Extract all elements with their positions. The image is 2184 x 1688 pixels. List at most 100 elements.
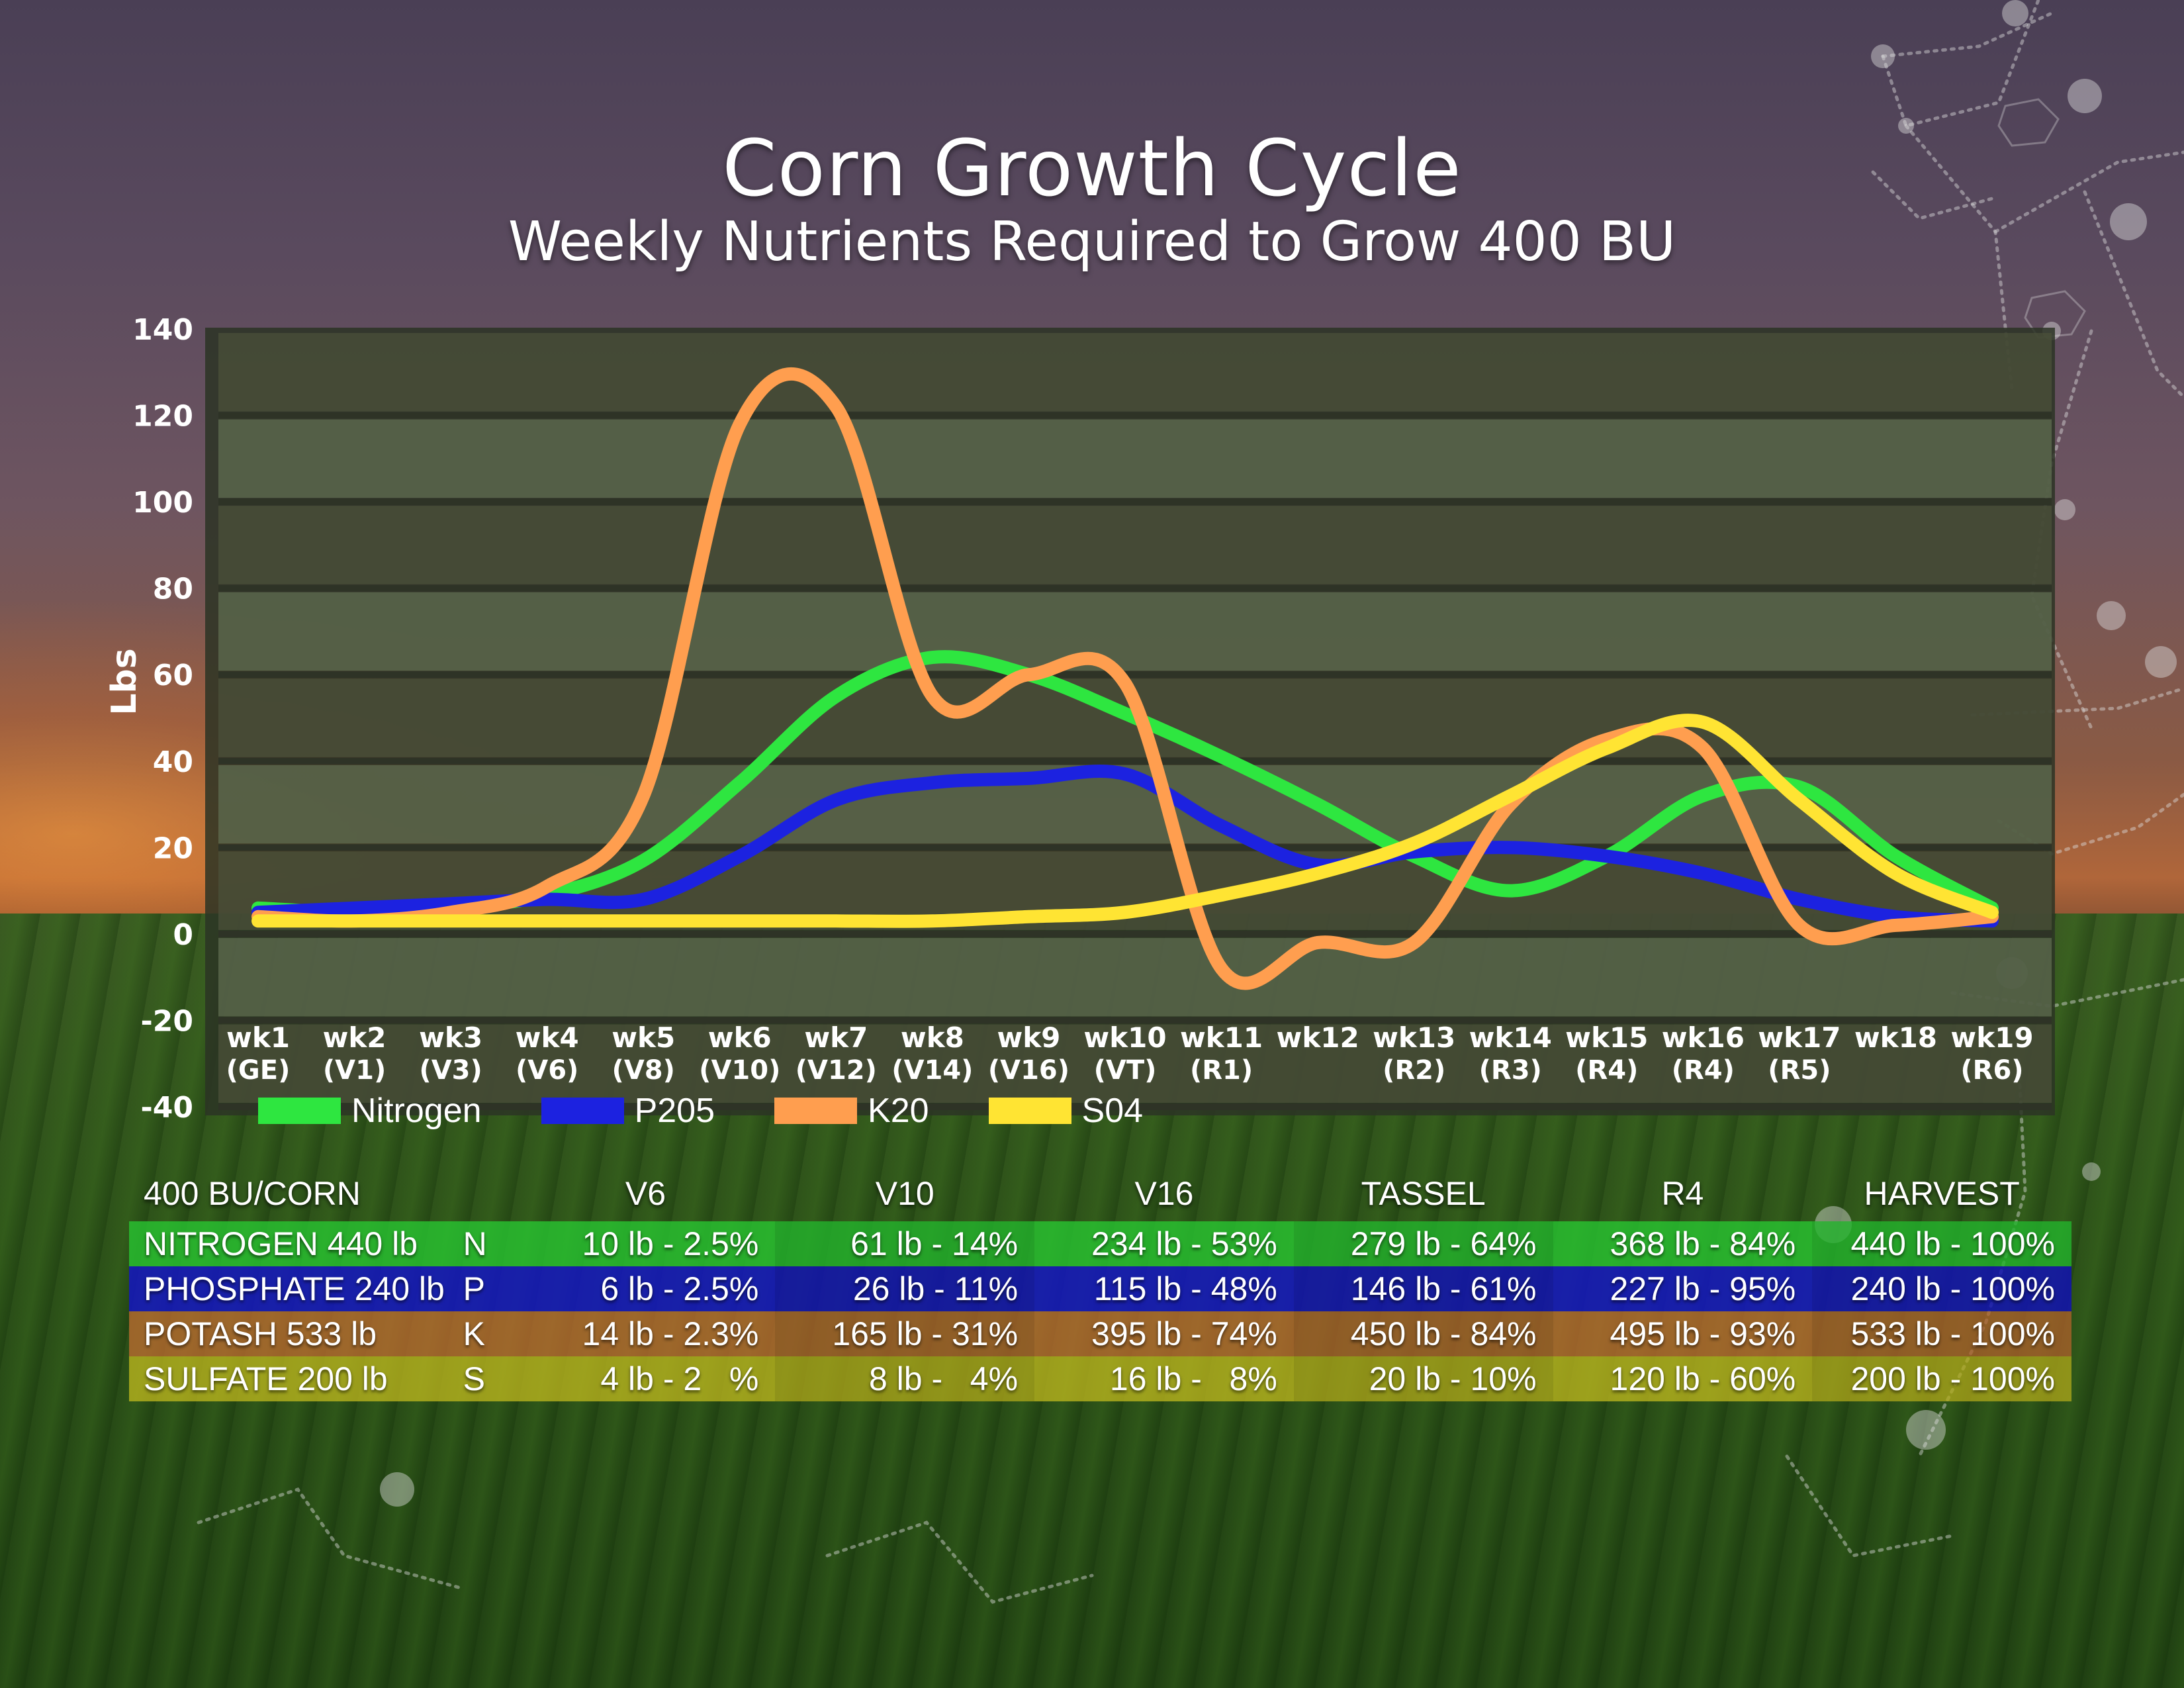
legend-item-s04: S04 xyxy=(988,1091,1144,1131)
table-cell: 240 lb - 100% xyxy=(1812,1266,2071,1311)
row-symbol: N xyxy=(463,1225,487,1262)
legend-item-nitrogen: Nitrogen xyxy=(258,1091,482,1131)
y-tick-label: 140 xyxy=(132,313,193,347)
x-axis-ticks: wk1(GE)wk2(V1)wk3(V3)wk4(V6)wk5(V8)wk6(V… xyxy=(226,1021,2034,1086)
table-cell: 227 lb - 95% xyxy=(1610,1270,1796,1307)
grid-band xyxy=(218,419,2052,498)
x-tick-stage: (V3) xyxy=(419,1055,482,1086)
x-tick-week: wk13 xyxy=(1373,1021,1455,1054)
legend-label: S04 xyxy=(1081,1092,1144,1130)
column-header: TASSEL xyxy=(1361,1174,1486,1212)
y-tick-label: 100 xyxy=(132,486,193,520)
x-tick-week: wk10 xyxy=(1083,1021,1166,1054)
x-tick-week: wk9 xyxy=(997,1021,1060,1054)
table-cell: 395 lb - 74% xyxy=(1091,1315,1277,1352)
x-tick-week: wk19 xyxy=(1950,1021,2033,1054)
table-cell: 4 lb - 2 % xyxy=(600,1360,759,1397)
x-tick-stage: (V14) xyxy=(891,1055,973,1086)
series-line-p205 xyxy=(251,765,1999,928)
table-cell: 120 lb - 60% xyxy=(1610,1360,1796,1397)
legend-swatch xyxy=(258,1098,341,1124)
table-body: NITROGEN 440 lb N 10 lb - 2.5% 61 lb - 14% 2… xyxy=(129,1221,2071,1401)
grid-band xyxy=(218,592,2052,671)
row-symbol: S xyxy=(463,1360,486,1397)
row-symbol: K xyxy=(463,1315,486,1352)
table-row: PHOSPHATE 240 lb P 6 lb - 2.5% 26 lb - 11% 1… xyxy=(129,1266,2071,1311)
x-tick-stage: (R1) xyxy=(1190,1055,1253,1086)
legend-item-p205: P205 xyxy=(541,1091,715,1131)
nutrient-table: 400 BU/CORN V6 V10 V16 TASSEL R4 HARVEST NITR… xyxy=(129,1165,2071,1401)
x-tick-week: wk5 xyxy=(612,1021,675,1054)
table-cell: 61 lb - 14% xyxy=(775,1221,1035,1266)
x-tick-week: wk16 xyxy=(1662,1021,1745,1054)
column-header: V16 xyxy=(1134,1174,1194,1212)
x-tick-stage: (R4) xyxy=(1575,1055,1638,1086)
grid-band xyxy=(218,1024,2052,1103)
x-tick-week: wk3 xyxy=(419,1021,482,1054)
x-tick-week: wk6 xyxy=(708,1021,772,1054)
table-cell: 165 lb - 31% xyxy=(775,1311,1035,1356)
grid-band xyxy=(218,333,2052,412)
x-tick-week: wk15 xyxy=(1565,1021,1648,1054)
table-cell: 533 lb - 100% xyxy=(1812,1311,2071,1356)
grid-band xyxy=(218,937,2052,1017)
row-nutrient-name: NITROGEN 440 lb xyxy=(144,1225,418,1262)
table-cell: 16 lb - 8% xyxy=(1109,1360,1277,1397)
x-tick-week: wk18 xyxy=(1854,1021,1937,1054)
series-line-s04 xyxy=(251,714,1999,928)
table-row: SULFATE 200 lb S 4 lb - 2 % 8 lb - 4% 16 lb … xyxy=(129,1356,2071,1401)
table-cell: 115 lb - 48% xyxy=(1093,1270,1277,1307)
y-tick-label: -20 xyxy=(141,1004,194,1038)
x-tick-stage: (R6) xyxy=(1960,1055,2023,1086)
y-axis-ticks: 140 120 100 80 60 40 20 0 -20 -40 xyxy=(132,313,193,1125)
row-nutrient-name: PHOSPHATE 240 lb xyxy=(144,1270,445,1307)
x-tick-stage: (V8) xyxy=(612,1055,675,1086)
table-cell: 10 lb - 2.5% xyxy=(582,1225,759,1262)
y-tick-label: -40 xyxy=(141,1091,194,1125)
y-axis-label: Lbs xyxy=(105,648,144,715)
column-header: R4 xyxy=(1661,1174,1704,1212)
table-cell: 14 lb - 2.3% xyxy=(582,1315,759,1352)
legend-label: K20 xyxy=(868,1092,929,1130)
x-tick-week: wk14 xyxy=(1469,1021,1552,1054)
series-line-k20 xyxy=(251,367,1999,990)
row-symbol: P xyxy=(463,1270,486,1307)
x-tick-stage: (R2) xyxy=(1383,1055,1445,1086)
series-lines xyxy=(251,367,1999,990)
row-nutrient-name: POTASH 533 lb xyxy=(144,1315,377,1352)
x-tick-stage: (V6) xyxy=(516,1055,578,1086)
y-tick-label: 40 xyxy=(153,745,193,779)
table-cell: 450 lb - 84% xyxy=(1293,1311,1553,1356)
table-row: NITROGEN 440 lb N 10 lb - 2.5% 61 lb - 14% 2… xyxy=(129,1221,2071,1266)
x-tick-week: wk4 xyxy=(516,1021,579,1054)
y-tick-label: 120 xyxy=(132,400,193,434)
grid-band xyxy=(218,506,2052,585)
legend-swatch xyxy=(541,1098,624,1124)
x-tick-week: wk12 xyxy=(1277,1021,1359,1054)
chart-title: Corn Growth Cycle xyxy=(722,122,1462,214)
x-tick-stage: (R4) xyxy=(1672,1055,1735,1086)
legend: Nitrogen P205 K20 S04 xyxy=(258,1091,1203,1131)
x-tick-week: wk1 xyxy=(226,1021,290,1054)
x-tick-stage: (V1) xyxy=(323,1055,386,1086)
table-cell: 146 lb - 61% xyxy=(1293,1266,1553,1311)
table-cell: 234 lb - 53% xyxy=(1091,1225,1277,1262)
row-nutrient-name: SULFATE 200 lb xyxy=(144,1360,388,1397)
table-cell: 440 lb - 100% xyxy=(1812,1221,2071,1266)
table-cell: 26 lb - 11% xyxy=(775,1266,1035,1311)
table-row: POTASH 533 lb K 14 lb - 2.3% 165 lb - 31% 39… xyxy=(129,1311,2071,1356)
x-tick-stage: (V12) xyxy=(796,1055,877,1086)
x-tick-stage: (V16) xyxy=(988,1055,1069,1086)
column-header: V10 xyxy=(875,1174,934,1212)
legend-swatch xyxy=(988,1098,1071,1124)
x-tick-week: wk11 xyxy=(1180,1021,1263,1054)
table-cell: 8 lb - 4% xyxy=(775,1356,1035,1401)
legend-label: Nitrogen xyxy=(351,1092,482,1130)
table-cell: 368 lb - 84% xyxy=(1610,1225,1796,1262)
y-tick-label: 0 xyxy=(173,918,193,952)
x-tick-week: wk2 xyxy=(323,1021,387,1054)
table-cell: 495 lb - 93% xyxy=(1610,1315,1796,1352)
x-tick-week: wk7 xyxy=(804,1021,868,1054)
legend-label: P205 xyxy=(634,1092,715,1130)
